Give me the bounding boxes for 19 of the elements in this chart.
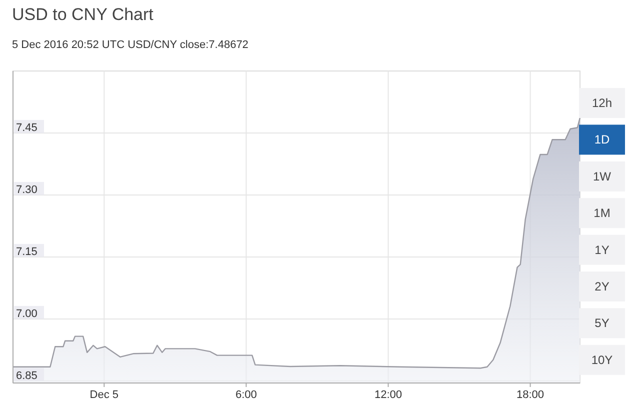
y-tick-label: 6.85 (16, 370, 38, 382)
text: 10Y (591, 352, 613, 367)
text: 5Y (594, 316, 610, 330)
y-tick-label: 7.45 (16, 122, 38, 134)
chart-subtitle: 5 Dec 2016 20:52 UTC USD/CNY close:7.48672 (12, 39, 248, 51)
x-tick-label: 18:00 (516, 389, 544, 401)
x-tick-label: 12:00 (374, 389, 402, 401)
text: 2Y (594, 280, 610, 294)
x-tick-label: Dec 5 (90, 389, 119, 401)
y-tick-label: 7.30 (16, 184, 38, 196)
text: 12h (592, 96, 612, 110)
text: 1Y (594, 242, 610, 257)
chart-title: USD to CNY Chart (12, 5, 154, 24)
text: 1M (594, 206, 610, 220)
y-tick-label: 7.00 (16, 308, 38, 320)
text: 1W (593, 169, 612, 184)
x-tick-label: 6:00 (235, 389, 257, 401)
y-tick-label: 7.15 (16, 246, 38, 258)
text: 1D (594, 132, 610, 147)
